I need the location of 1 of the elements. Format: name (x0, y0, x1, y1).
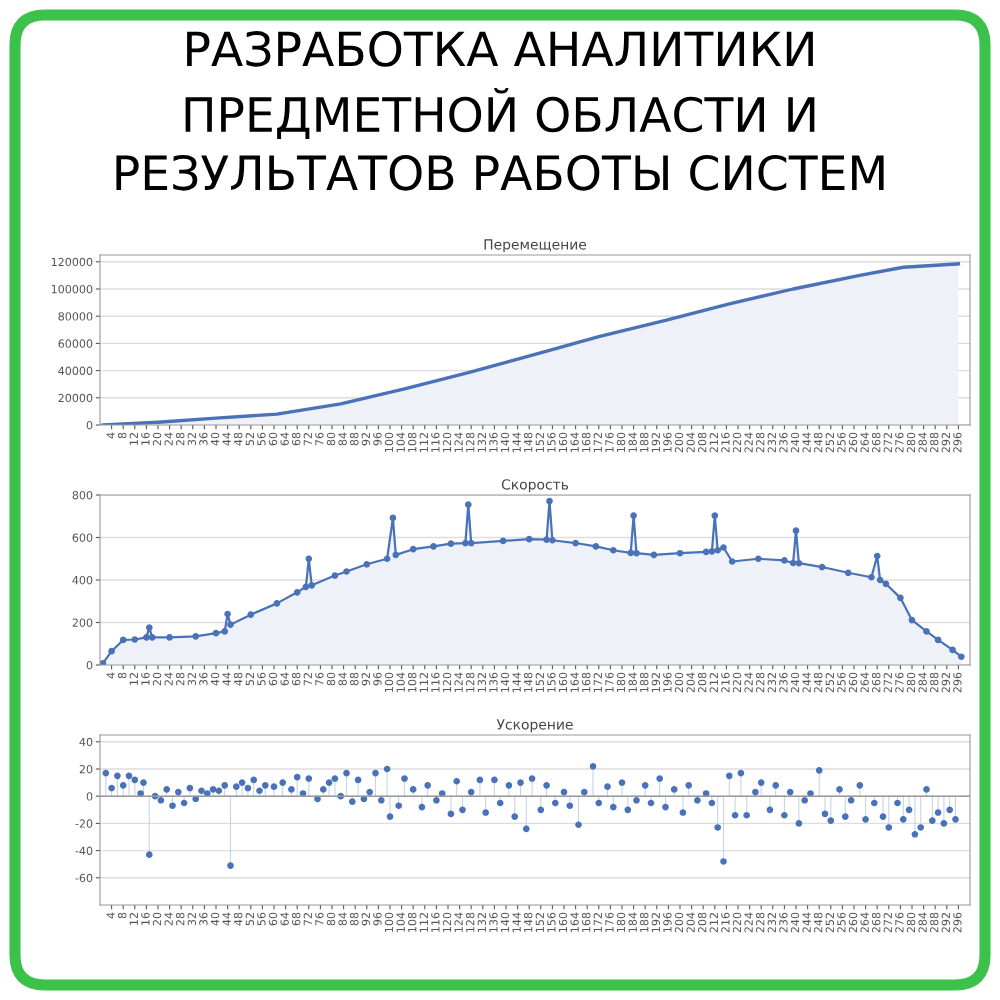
text: РАЗРАБОТКА АНАЛИТИКИ ПРЕДМЕТНОЙ ОБЛАСТИ И РЕЗУЛЬТАТОВ РАБОТЫ СИСТЕМ (116, 31, 884, 191)
